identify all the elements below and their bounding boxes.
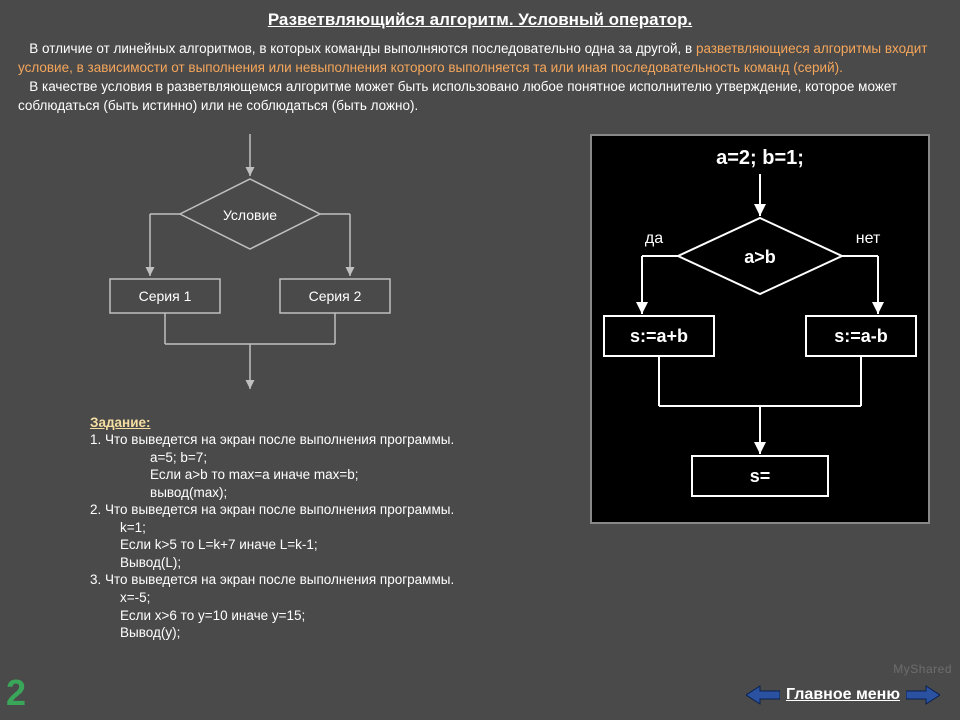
intro-text: В отличие от линейных алгоритмов, в кото… <box>0 36 960 124</box>
page-number: 2 <box>6 672 26 714</box>
task-2b: Если k>5 то L=k+7 иначе L=k-1; <box>120 537 318 552</box>
diagram-example: a=2; b=1; a>b да нет s:=a+b s:=a-b <box>590 134 930 524</box>
diagram-condition-generic: Условие Серия 1 Серия 2 <box>100 134 400 414</box>
page-title: Разветвляющийся алгоритм. Условный опера… <box>0 0 960 36</box>
task-3: 3. Что выведется на экран после выполнен… <box>90 572 454 587</box>
watermark: MyShared <box>893 662 952 676</box>
intro-part2: В качестве условия в разветвляющемся алг… <box>18 79 897 113</box>
init-label: a=2; b=1; <box>716 147 804 169</box>
task-2a: k=1; <box>120 520 146 535</box>
series1-label: Серия 1 <box>139 288 192 304</box>
cond-label: Условие <box>223 207 277 223</box>
yes-label: да <box>645 230 663 247</box>
menu-label[interactable]: Главное меню <box>786 686 900 704</box>
task-3b: Если x>6 то y=10 иначе y=15; <box>120 608 305 623</box>
arrow-left-icon[interactable] <box>746 684 780 706</box>
arrow-right-icon[interactable] <box>906 684 940 706</box>
tasks-block: Задание: 1. Что выведется на экран после… <box>90 414 590 642</box>
tasks-heading: Задание: <box>90 415 151 430</box>
task-1b: Если a>b то max=a иначе max=b; <box>150 467 359 482</box>
series2-label: Серия 2 <box>309 288 362 304</box>
left-box-label: s:=a+b <box>630 326 688 346</box>
intro-part1: В отличие от линейных алгоритмов, в кото… <box>29 41 696 56</box>
task-3a: x=-5; <box>120 590 150 605</box>
no-label: нет <box>856 230 881 247</box>
task-1c: вывод(max); <box>150 485 227 500</box>
task-2c: Вывод(L); <box>120 555 181 570</box>
task-1: 1. Что выведется на экран после выполнен… <box>90 432 454 447</box>
task-3c: Вывод(y); <box>120 625 180 640</box>
right-box-label: s:=a-b <box>834 326 888 346</box>
output-label: s= <box>750 466 771 486</box>
task-2: 2. Что выведется на экран после выполнен… <box>90 502 454 517</box>
content-area: Условие Серия 1 Серия 2 <box>0 124 960 684</box>
main-menu-nav[interactable]: Главное меню <box>746 684 940 706</box>
task-1a: a=5; b=7; <box>150 450 207 465</box>
cond-expr: a>b <box>744 247 776 267</box>
